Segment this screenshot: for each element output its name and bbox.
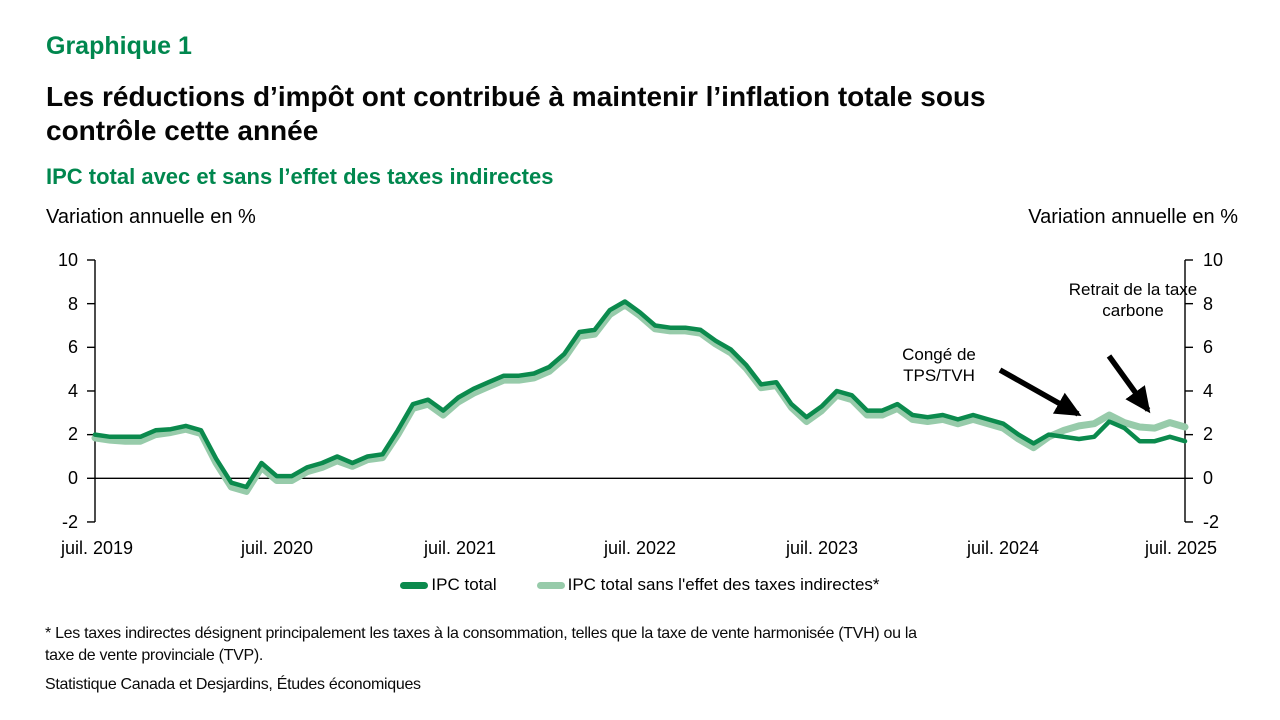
series-line-ipc-total [92, 299, 1188, 490]
legend-item-ipc-sans-taxes: IPC total sans l'effet des taxes indirec… [536, 575, 880, 595]
x-tick-label: juil. 2023 [785, 538, 859, 558]
chart-title-line1: Les réductions d’impôt ont contribué à m… [46, 81, 986, 112]
legend-label: IPC total [431, 575, 497, 594]
annotation-gst-holiday: Congé de TPS/TVH [902, 345, 976, 385]
annotation-carbon-tax: Retrait de la taxe carbone [1068, 280, 1198, 320]
x-tick-label: juil. 2019 [60, 538, 134, 558]
y-tick-label: 10 [1203, 250, 1224, 270]
legend-item-ipc-total: IPC total [400, 575, 497, 595]
y-tick-label: 6 [67, 337, 78, 357]
legend-label: IPC total sans l'effet des taxes indirec… [567, 575, 880, 594]
arrow-gst-holiday [998, 367, 1082, 417]
y-tick-label: 0 [67, 468, 78, 488]
footnote: * Les taxes indirectes désignent princip… [45, 625, 917, 664]
series-line-ipc-sans-taxes [91, 301, 1189, 495]
chart-kicker: Graphique 1 [46, 32, 192, 60]
legend-dash-dark-green [400, 581, 429, 589]
x-tick-label: juil. 2021 [423, 538, 497, 558]
x-tick-label: juil. 2020 [240, 538, 314, 558]
y-tick-label: 0 [1203, 468, 1214, 488]
y-tick-label: -2 [1203, 512, 1220, 532]
y-tick-label: 2 [1203, 424, 1214, 444]
chart-title-line2: contrôle cette année [46, 115, 319, 146]
legend-dash-light-green [536, 581, 565, 589]
y-tick-label: 8 [1203, 294, 1214, 314]
y-tick-label: 4 [67, 381, 78, 401]
chart-subtitle: IPC total avec et sans l’effet des taxes… [46, 164, 554, 189]
x-tick-label: juil. 2024 [966, 538, 1040, 558]
y-tick-label: 4 [1203, 381, 1214, 401]
y-tick-label: 8 [67, 294, 78, 314]
y-tick-label: 6 [1203, 337, 1214, 357]
chart-title: Les réductions d’impôt ont contribué à m… [46, 80, 1241, 148]
chart-legend: IPC total IPC total sans l'effet des tax… [0, 575, 1280, 595]
source-line: Statistique Canada et Desjardins, Études… [45, 676, 421, 693]
y-tick-label: 10 [57, 250, 78, 270]
x-tick-label: juil. 2022 [603, 538, 677, 558]
y-axis-title-right: Variation annuelle en % [1028, 206, 1238, 228]
y-axis-title-left: Variation annuelle en % [46, 206, 256, 228]
arrow-carbon-tax [1106, 354, 1151, 414]
y-tick-label: -2 [61, 512, 78, 532]
y-tick-label: 2 [67, 424, 78, 444]
x-tick-label: juil. 2025 [1144, 538, 1218, 558]
